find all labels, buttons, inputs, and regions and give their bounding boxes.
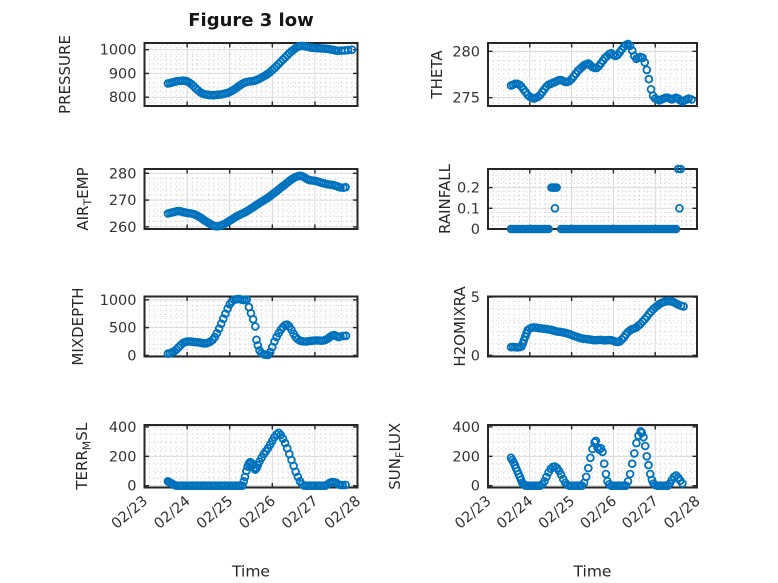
h2omixra-tick-marks xyxy=(487,296,698,357)
sun_flux-ylabel: SUNFLUX xyxy=(386,423,407,490)
air_temp-ytick-label: 280 xyxy=(109,166,137,182)
theta-ylabel: THETA xyxy=(428,50,446,100)
air_temp-ylabel: AIRTEMP xyxy=(74,167,95,230)
h2omixra-series xyxy=(506,296,688,352)
mixdepth-ytick-label: 0 xyxy=(127,348,136,364)
mixdepth-series xyxy=(163,294,351,360)
h2omixra-ytick-label: 5 xyxy=(471,290,480,306)
air_temp-axes-frame xyxy=(143,168,359,230)
rainfall-ytick-label: 0 xyxy=(471,222,480,238)
terr_msl-ytick-label: 400 xyxy=(109,420,137,436)
rainfall-ytick-label: 0.1 xyxy=(457,201,480,217)
terr_msl-minor-grid xyxy=(144,425,358,488)
sun_flux-xtick-label: 02/26 xyxy=(578,493,620,532)
pressure-ytick-label: 900 xyxy=(109,66,137,82)
h2omixra-ylabel: H2OMIXRA xyxy=(451,286,469,367)
pressure-ytick-label: 800 xyxy=(109,90,137,106)
pressure-ylabel: PRESSURE xyxy=(56,35,74,114)
terr_msl-ylabel: TERRMSL xyxy=(73,422,94,491)
sun_flux-xlabel: Time xyxy=(573,563,612,581)
sun_flux-xtick-label: 02/27 xyxy=(619,493,661,532)
sun_flux-xtick-label: 02/25 xyxy=(536,493,578,532)
theta-ytick-label: 280 xyxy=(452,44,480,60)
rainfall-ylabel: RAINFALL xyxy=(436,163,454,234)
figure-title: Figure 3 low xyxy=(188,10,314,31)
terr_msl-xlabel: Time xyxy=(231,563,270,581)
air_temp-ytick-label: 270 xyxy=(109,193,137,209)
air_temp-series xyxy=(163,171,350,231)
sun_flux-xtick-label: 02/24 xyxy=(494,493,536,532)
rainfall-series xyxy=(506,164,685,234)
pressure-ytick-label: 1000 xyxy=(100,43,137,59)
sun_flux-ytick-label: 400 xyxy=(452,420,480,436)
air_temp-ytick-label: 260 xyxy=(109,220,137,236)
mixdepth-ylabel: MIXDEPTH xyxy=(69,287,87,365)
mixdepth-ytick-label: 500 xyxy=(109,321,137,337)
air_temp-major-grid xyxy=(144,169,358,229)
pressure-tick-marks xyxy=(143,43,359,106)
rainfall-ytick-label: 0.2 xyxy=(457,181,480,197)
mixdepth-axes-frame xyxy=(143,295,359,358)
mixdepth-ytick-label: 1000 xyxy=(100,293,137,309)
terr_msl-tick-marks xyxy=(143,425,359,488)
sun_flux-series xyxy=(506,426,687,491)
terr_msl-ytick-label: 200 xyxy=(109,449,137,465)
sun_flux-xtick-label: 02/23 xyxy=(452,493,494,532)
theta-axes-frame xyxy=(487,42,698,107)
h2omixra-axes-frame xyxy=(487,295,698,358)
h2omixra-ytick-label: 0 xyxy=(471,348,480,364)
rainfall-minor-grid xyxy=(488,169,697,229)
sun_flux-ytick-label: 0 xyxy=(471,479,480,495)
theta-ytick-label: 275 xyxy=(452,91,480,107)
theta-series xyxy=(506,39,696,106)
sun_flux-ytick-label: 200 xyxy=(452,449,480,465)
sun_flux-xtick-label: 02/28 xyxy=(661,493,703,532)
pressure-series xyxy=(163,41,357,100)
air_temp-tick-marks xyxy=(143,169,359,229)
terr_msl-ytick-label: 0 xyxy=(127,479,136,495)
pressure-axes-frame xyxy=(143,42,359,107)
terr_msl-series xyxy=(163,428,350,491)
